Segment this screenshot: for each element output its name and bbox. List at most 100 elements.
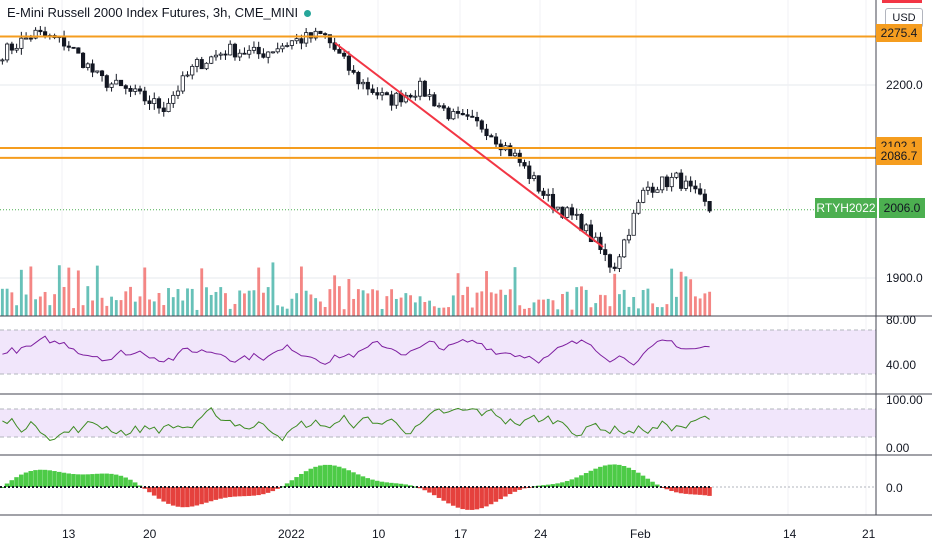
volume-bar bbox=[708, 291, 712, 316]
volume-bar bbox=[110, 296, 113, 316]
volume-bar bbox=[542, 299, 545, 316]
volume-bar bbox=[19, 269, 23, 316]
volume-bar bbox=[72, 308, 75, 316]
candle-body bbox=[531, 175, 537, 179]
candle-body bbox=[565, 207, 570, 218]
volume-bar bbox=[67, 267, 71, 316]
hist-bar bbox=[612, 464, 617, 487]
volume-bar bbox=[309, 294, 313, 316]
volume-bar bbox=[209, 294, 213, 316]
volume-bar bbox=[281, 306, 284, 316]
volume-bar bbox=[584, 289, 588, 316]
hist-bar bbox=[75, 474, 81, 487]
trendline[interactable] bbox=[334, 42, 604, 248]
candle-body bbox=[9, 43, 14, 51]
hist-bar bbox=[441, 487, 446, 501]
candle-body bbox=[332, 42, 337, 50]
candle-body bbox=[5, 43, 10, 61]
hist-bar bbox=[42, 469, 48, 487]
hist-bar bbox=[365, 478, 371, 487]
candle-body bbox=[232, 43, 238, 58]
candle-body bbox=[508, 145, 513, 157]
volume-bar bbox=[480, 291, 484, 316]
volume-bar bbox=[62, 286, 66, 316]
candle-body bbox=[446, 107, 451, 120]
time-tick-13: 13 bbox=[62, 527, 76, 541]
volume-bar bbox=[214, 291, 218, 316]
time-axis[interactable]: 13 20 2022 10 17 24 Feb 14 21 bbox=[62, 527, 876, 541]
candle-body bbox=[256, 46, 261, 55]
hist-bar bbox=[621, 466, 627, 487]
level-label-2102: 2102.1 bbox=[876, 137, 922, 147]
hist-bar bbox=[175, 487, 181, 507]
hist-bar bbox=[389, 482, 394, 487]
volume-bar bbox=[556, 309, 560, 316]
volume-bar bbox=[171, 297, 175, 316]
candle-body bbox=[346, 55, 351, 71]
volume-bar bbox=[181, 300, 185, 316]
hist-bar bbox=[232, 487, 238, 497]
candle-body bbox=[14, 47, 19, 51]
volume-bar bbox=[5, 288, 9, 316]
currency-selector[interactable]: USD bbox=[885, 8, 923, 28]
candle-body bbox=[223, 53, 228, 56]
hist-bar bbox=[223, 487, 228, 498]
market-status-icon bbox=[304, 10, 312, 18]
volume-bar bbox=[262, 292, 265, 316]
volume-bar bbox=[95, 265, 99, 316]
volume-bar bbox=[689, 279, 693, 316]
volume-bar bbox=[394, 298, 398, 316]
hist-bar bbox=[18, 474, 24, 487]
volume-bar bbox=[442, 307, 446, 316]
volume-bar bbox=[81, 305, 85, 316]
volume-bar bbox=[219, 287, 223, 316]
hist-bar bbox=[393, 483, 399, 487]
hist-bar bbox=[303, 471, 309, 487]
candle-body bbox=[133, 88, 138, 92]
hist-bar bbox=[607, 464, 613, 487]
hist-bar bbox=[237, 487, 242, 497]
volume-bar bbox=[257, 267, 261, 316]
candle-body bbox=[679, 172, 684, 189]
stoch-tick-0: 0.00 bbox=[886, 441, 910, 455]
hist-bar bbox=[61, 472, 67, 487]
hist-bar bbox=[398, 483, 404, 487]
volume-bar bbox=[679, 271, 683, 316]
candle-body bbox=[384, 92, 389, 96]
hist-bar bbox=[693, 487, 698, 495]
candle-body bbox=[152, 98, 157, 104]
volume-bar bbox=[523, 308, 526, 316]
candle-body bbox=[318, 30, 323, 34]
volume-bar bbox=[195, 309, 199, 316]
volume-bar bbox=[152, 301, 156, 316]
hist-bar bbox=[655, 484, 660, 487]
candle-body bbox=[669, 176, 674, 188]
level-label-2275-text: 2275.4 bbox=[880, 26, 918, 40]
hist-bar bbox=[702, 487, 708, 496]
candle-body bbox=[28, 37, 33, 40]
time-tick-14: 14 bbox=[783, 527, 797, 541]
candle-body bbox=[209, 56, 214, 64]
volume-bar bbox=[138, 296, 142, 316]
volume-bar bbox=[518, 305, 522, 316]
candle-body bbox=[617, 256, 622, 269]
volume-bar bbox=[295, 293, 299, 316]
chart-title[interactable]: E-Mini Russell 2000 Index Futures, 3h, C… bbox=[7, 5, 312, 20]
candle-body bbox=[90, 63, 95, 73]
hist-bar bbox=[645, 478, 651, 487]
candle-body bbox=[242, 52, 247, 55]
candle-body bbox=[24, 37, 29, 40]
hist-bar bbox=[33, 470, 38, 487]
hist-bar bbox=[185, 487, 190, 508]
currency-label: USD bbox=[892, 12, 916, 24]
candle-body bbox=[664, 176, 669, 188]
candle-body bbox=[114, 79, 119, 85]
hist-bar bbox=[617, 464, 622, 487]
symbol-tag: RTYH2022 bbox=[815, 198, 877, 218]
volume-bar bbox=[646, 288, 650, 316]
candle-body bbox=[99, 70, 105, 77]
volume-bar bbox=[670, 268, 674, 316]
volume-bar bbox=[337, 286, 341, 316]
horizontal-levels[interactable] bbox=[0, 35, 876, 159]
